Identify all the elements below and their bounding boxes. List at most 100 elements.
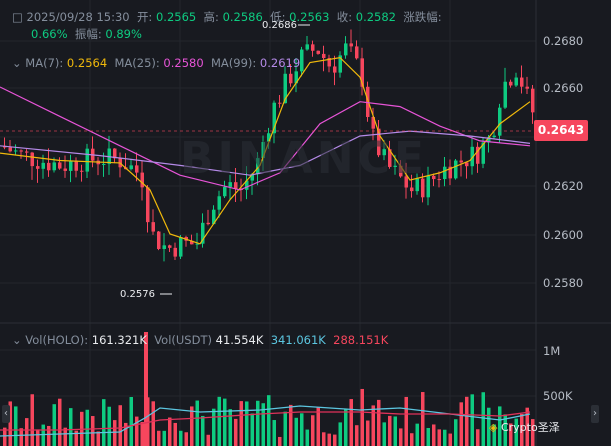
candle-body (360, 58, 364, 87)
candle-body (234, 182, 238, 189)
candle-body (256, 158, 260, 175)
volume-bar (311, 415, 315, 446)
y-tick: 0.2600 (543, 228, 584, 242)
volume-bar (113, 420, 117, 446)
candle-body (432, 175, 436, 180)
high-label: 高: (203, 10, 219, 24)
volume-bar (272, 420, 276, 446)
candle-body (36, 166, 40, 169)
open-label: 开: (136, 10, 153, 24)
volume-bar (69, 408, 73, 446)
candle-body (195, 243, 199, 245)
volume-bar (333, 434, 337, 446)
candle-body (157, 231, 161, 249)
volume-bar (525, 407, 529, 446)
candle-body (8, 147, 12, 152)
amplitude-value: 0.89% (105, 27, 142, 41)
volume-bar (223, 398, 227, 446)
scroll-left-button[interactable]: ‹ (2, 405, 10, 423)
candle-body (250, 174, 254, 181)
candle-body (404, 176, 408, 188)
volume-bar (338, 422, 342, 446)
volume-bar (426, 428, 430, 446)
candle-body (19, 150, 23, 152)
volume-bar (124, 422, 128, 446)
volume-bar (36, 429, 40, 446)
volume-bar (228, 409, 232, 446)
volume-bar (514, 418, 518, 446)
y-tick: 0.2680 (543, 34, 584, 48)
volume-bar (377, 399, 381, 446)
candle-body (415, 178, 419, 192)
volume-bar (360, 388, 364, 446)
candle-body (190, 240, 194, 245)
volume-bar (217, 396, 221, 446)
candle-body (179, 237, 183, 257)
volume-bar (8, 401, 12, 446)
candle-body (294, 71, 298, 84)
candle-body (448, 166, 452, 179)
vol-tick: 1M (543, 344, 561, 358)
chevron-down-icon[interactable]: ⌄ (12, 333, 22, 347)
volume-bar (102, 399, 106, 446)
candle-body (470, 146, 474, 167)
vol-holo-value: 161.321K (91, 333, 147, 347)
candle-body (80, 170, 84, 172)
candle-body (531, 88, 535, 113)
candle-body (514, 77, 518, 86)
scroll-right-button[interactable]: › (591, 405, 599, 423)
volume-bar (454, 419, 458, 446)
calendar-icon: □ (12, 10, 23, 24)
candle-body (206, 222, 210, 225)
volume-bar (74, 430, 78, 446)
volume-bar (201, 415, 205, 446)
volume-bar (162, 430, 166, 446)
volume-bar (63, 427, 67, 446)
candle-body (146, 187, 150, 223)
candle-body (316, 50, 320, 54)
candle-body (228, 182, 232, 187)
ma99-line (0, 130, 531, 176)
date: 2025/09/28 15:30 (26, 10, 130, 24)
volume-bar (206, 434, 210, 446)
candle-body (289, 73, 293, 84)
low-marker: 0.2576 (120, 289, 155, 300)
ma7-line (0, 56, 531, 245)
candle-body (278, 102, 282, 104)
candle-body (162, 245, 166, 249)
volume-bar (366, 420, 370, 446)
candle-body (498, 107, 502, 136)
candle-body (85, 148, 89, 172)
chevron-down-icon[interactable]: ⌄ (12, 56, 22, 70)
volume-bar (47, 425, 51, 446)
ohlc-row: □ 2025/09/28 15:30 开: 0.2565 高: 0.2586 低… (12, 10, 442, 24)
volume-bar (267, 395, 271, 446)
volume-bar (52, 404, 56, 446)
volume-bar (476, 429, 480, 446)
volume-bar (388, 415, 392, 446)
candle-body (333, 66, 337, 73)
volume-bar (459, 402, 463, 446)
volume-bar (140, 422, 144, 446)
volume-bar (393, 416, 397, 446)
volume-bar (355, 425, 359, 446)
candle-body (388, 149, 392, 167)
volume-bar (58, 398, 62, 446)
candle-body (63, 168, 67, 171)
volume-bar (144, 332, 148, 446)
candle-body (503, 81, 507, 108)
y-tick: 0.2660 (543, 81, 584, 95)
candle-body (267, 133, 271, 142)
candle-body (481, 142, 485, 164)
candle-body (349, 43, 353, 47)
candle-body (113, 148, 117, 159)
volume-bar (404, 396, 408, 446)
candle-body (217, 196, 221, 210)
volume-bar (245, 401, 249, 446)
candle-body (344, 43, 348, 56)
candle-body (30, 152, 34, 167)
candle-body (135, 165, 139, 173)
candle-body (69, 160, 73, 171)
volume-bar (294, 417, 298, 446)
